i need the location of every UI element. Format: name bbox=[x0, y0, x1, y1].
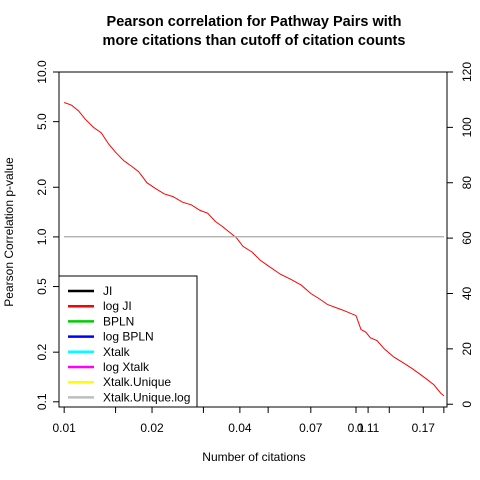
y2-tick-label: 20 bbox=[460, 342, 474, 356]
legend-label-log-bpln: log BPLN bbox=[103, 330, 154, 344]
y-tick-label: 0.1 bbox=[35, 393, 49, 410]
chart-title-line-2: more citations than cutoff of citation c… bbox=[103, 33, 406, 49]
legend-label-xtalk-unique: Xtalk.Unique bbox=[103, 375, 171, 389]
y2-tick-label: 40 bbox=[460, 286, 474, 300]
x-tick-label: 0.02 bbox=[140, 421, 164, 435]
series-group bbox=[64, 102, 445, 397]
series-line-log-ji bbox=[64, 102, 445, 397]
legend-label-bpln: BPLN bbox=[103, 314, 134, 328]
plot-box bbox=[58, 71, 448, 408]
y-axis: 0.1 0.2 0.5 1.0 2.0 5.0 10.0 bbox=[35, 60, 59, 410]
y-tick-label: 2.0 bbox=[35, 179, 49, 196]
x-tick-label: 0.17 bbox=[412, 421, 436, 435]
y-tick-label: 0.2 bbox=[35, 343, 49, 360]
x-axis: 0.01 0.02 0.04 0.07 0.10.11 0.17 bbox=[52, 407, 445, 435]
legend-label-xtalk-unique-log: Xtalk.Unique.log bbox=[103, 390, 190, 404]
legend-label-log-ji: log JI bbox=[103, 299, 132, 313]
right-y-axis: 0 20 40 60 80 100 120 bbox=[447, 62, 474, 408]
y2-tick-label: 60 bbox=[460, 231, 474, 245]
legend-label-log-xtalk: log Xtalk bbox=[103, 360, 150, 374]
y2-tick-label: 0 bbox=[460, 401, 474, 408]
y2-tick-label: 80 bbox=[460, 176, 474, 190]
legend-box bbox=[58, 275, 198, 408]
x-tick-label: 0.11 bbox=[357, 421, 380, 435]
legend-label-xtalk: Xtalk bbox=[103, 345, 131, 359]
legend-label-ji: JI bbox=[103, 284, 112, 298]
y-tick-label: 10.0 bbox=[35, 60, 49, 84]
y-tick-label: 1.0 bbox=[35, 228, 49, 245]
y-tick-label: 0.5 bbox=[35, 278, 49, 295]
y2-tick-label: 100 bbox=[460, 117, 474, 137]
y2-tick-label: 120 bbox=[460, 62, 474, 82]
x-tick-label: 0.1 bbox=[348, 421, 365, 435]
x-tick-label: 0.01 bbox=[52, 421, 76, 435]
y-tick-label: 5.0 bbox=[35, 113, 49, 130]
chart-title-line-1: Pearson correlation for Pathway Pairs wi… bbox=[107, 14, 402, 30]
y-axis-label: Pearson Correlation p-value bbox=[2, 157, 16, 307]
x-axis-label: Number of citations bbox=[202, 450, 305, 464]
x-tick-label: 0.04 bbox=[228, 421, 252, 435]
x-tick-label: 0.07 bbox=[299, 421, 323, 435]
